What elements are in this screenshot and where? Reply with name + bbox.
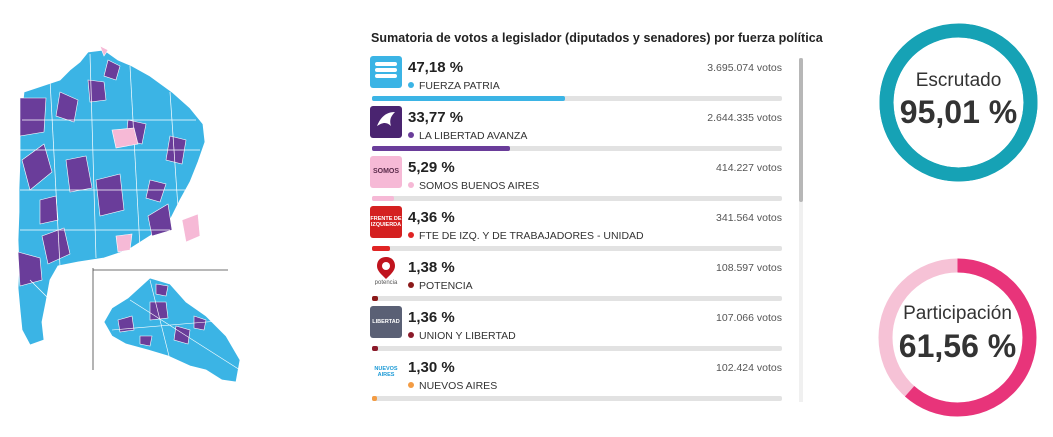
conurbano-inset-districts [111, 279, 241, 371]
party-votes: 107.066 votos [716, 312, 782, 324]
escrutado-gauge: Escrutado 95,01 % [876, 20, 1041, 185]
participacion-value: 61,56 % [898, 328, 1017, 364]
party-percent: 1,38 % [408, 259, 455, 276]
party-results-list[interactable]: 47,18 % 3.695.074 votos FUERZA PATRIA 33,77… [368, 52, 796, 402]
party-name: LA LIBERTAD AVANZA [419, 130, 528, 142]
party-bar-fill [372, 396, 378, 401]
party-votes: 414.227 votos [716, 162, 782, 174]
party-bar-track [372, 346, 782, 351]
party-row[interactable]: NUEVOS AIRES 1,30 % 102.424 votos NUEVOS AI… [368, 352, 786, 402]
party-bar-fill [372, 346, 378, 351]
party-logo-text: LIBERTAD [372, 319, 400, 325]
party-name-wrapper: NUEVOS AIRES [408, 380, 497, 392]
party-logo-text: NUEVOS AIRES [374, 366, 398, 378]
party-votes: 2.644.335 votos [707, 112, 782, 124]
conurbano-inset [103, 277, 241, 383]
district-borders [20, 53, 200, 301]
party-percent: 4,36 % [408, 209, 455, 226]
party-row[interactable]: FRENTE DE IZQUIERDA 4,36 % 341.564 votos FT… [368, 202, 786, 252]
party-name: FUERZA PATRIA [419, 80, 500, 92]
party-bar-fill [372, 196, 394, 201]
party-name-wrapper: FUERZA PATRIA [408, 80, 500, 92]
party-logo-text: FRENTE DE IZQUIERDA [370, 216, 402, 228]
party-percent: 1,36 % [408, 309, 455, 326]
party-bar-fill [372, 296, 378, 301]
svg-text:potencia: potencia [375, 280, 398, 285]
province-results-map[interactable] [0, 40, 250, 400]
fuerza-patria-logo [370, 56, 402, 88]
party-color-dot [408, 282, 414, 288]
fuerza-patria-flag-icon [373, 59, 399, 86]
party-bar-fill [372, 246, 390, 251]
party-row[interactable]: 47,18 % 3.695.074 votos FUERZA PATRIA [368, 52, 786, 102]
escrutado-ring [879, 23, 1038, 182]
party-list-scrollbar[interactable] [799, 58, 803, 402]
party-votes: 108.597 votos [716, 262, 782, 274]
escrutado-label: Escrutado [915, 70, 1002, 91]
party-percent: 47,18 % [408, 59, 464, 76]
party-name: POTENCIA [419, 280, 473, 292]
inset-frame [92, 268, 228, 370]
party-color-dot [408, 232, 414, 238]
party-name-wrapper: UNION Y LIBERTAD [408, 330, 516, 342]
party-color-dot [408, 132, 414, 138]
participacion-ring [878, 258, 1037, 417]
party-name-wrapper: SOMOS BUENOS AIRES [408, 180, 539, 192]
party-color-dot [408, 332, 414, 338]
nuevos-aires-logo: NUEVOS AIRES [370, 356, 402, 388]
party-votes: 102.424 votos [716, 362, 782, 374]
party-color-dot [408, 182, 414, 188]
party-percent: 5,29 % [408, 159, 455, 176]
party-color-dot [408, 382, 414, 388]
party-name-wrapper: POTENCIA [408, 280, 473, 292]
la-libertad-avanza-logo [370, 106, 402, 138]
party-bar-fill [372, 146, 511, 151]
party-name: UNION Y LIBERTAD [419, 330, 516, 342]
party-bar-track [372, 296, 782, 301]
escrutado-value: 95,01 % [899, 94, 1018, 130]
frente-izquierda-logo: FRENTE DE IZQUIERDA [370, 206, 402, 238]
party-name-wrapper: FTE DE IZQ. Y DE TRABAJADORES - UNIDAD [408, 230, 644, 242]
scroll-thumb[interactable] [799, 58, 803, 202]
party-bar-track [372, 396, 782, 401]
party-color-dot [408, 82, 414, 88]
party-row[interactable]: SOMOS 5,29 % 414.227 votos SOMOS BUENOS AIR… [368, 152, 786, 202]
party-name: NUEVOS AIRES [419, 380, 498, 392]
party-row[interactable]: LIBERTAD 1,36 % 107.066 votos UNION Y LIBER… [368, 302, 786, 352]
potencia-logo: potencia [370, 256, 402, 288]
party-name: SOMOS BUENOS AIRES [419, 180, 540, 192]
party-logo-text: SOMOS [372, 168, 400, 175]
party-row[interactable]: potencia 1,38 % 108.597 votos POTENCIA [368, 252, 786, 302]
party-bar-track [372, 96, 782, 101]
results-title: Sumatoria de votos a legislador (diputad… [371, 31, 823, 45]
participacion-gauge: Participación 61,56 % [875, 255, 1040, 420]
lion-icon [373, 108, 399, 137]
party-bar-track [372, 146, 782, 151]
party-votes: 341.564 votos [716, 212, 782, 224]
party-votes: 3.695.074 votos [707, 62, 782, 74]
party-percent: 1,30 % [408, 359, 455, 376]
party-name-wrapper: LA LIBERTAD AVANZA [408, 130, 527, 142]
party-bar-track [372, 246, 782, 251]
party-bar-fill [372, 96, 566, 101]
party-name: FTE DE IZQ. Y DE TRABAJADORES - UNIDAD [419, 230, 644, 242]
party-bar-track [372, 196, 782, 201]
union-y-libertad-logo: LIBERTAD [370, 306, 402, 338]
party-percent: 33,77 % [408, 109, 464, 126]
libertad-avanza-districts [17, 59, 187, 287]
somos-districts [99, 45, 201, 253]
potencia-pin-icon: potencia [372, 256, 400, 288]
participacion-label: Participación [903, 303, 1012, 324]
somos-logo: SOMOS [370, 156, 402, 188]
party-row[interactable]: 33,77 % 2.644.335 votos LA LIBERTAD AVANZA [368, 102, 786, 152]
